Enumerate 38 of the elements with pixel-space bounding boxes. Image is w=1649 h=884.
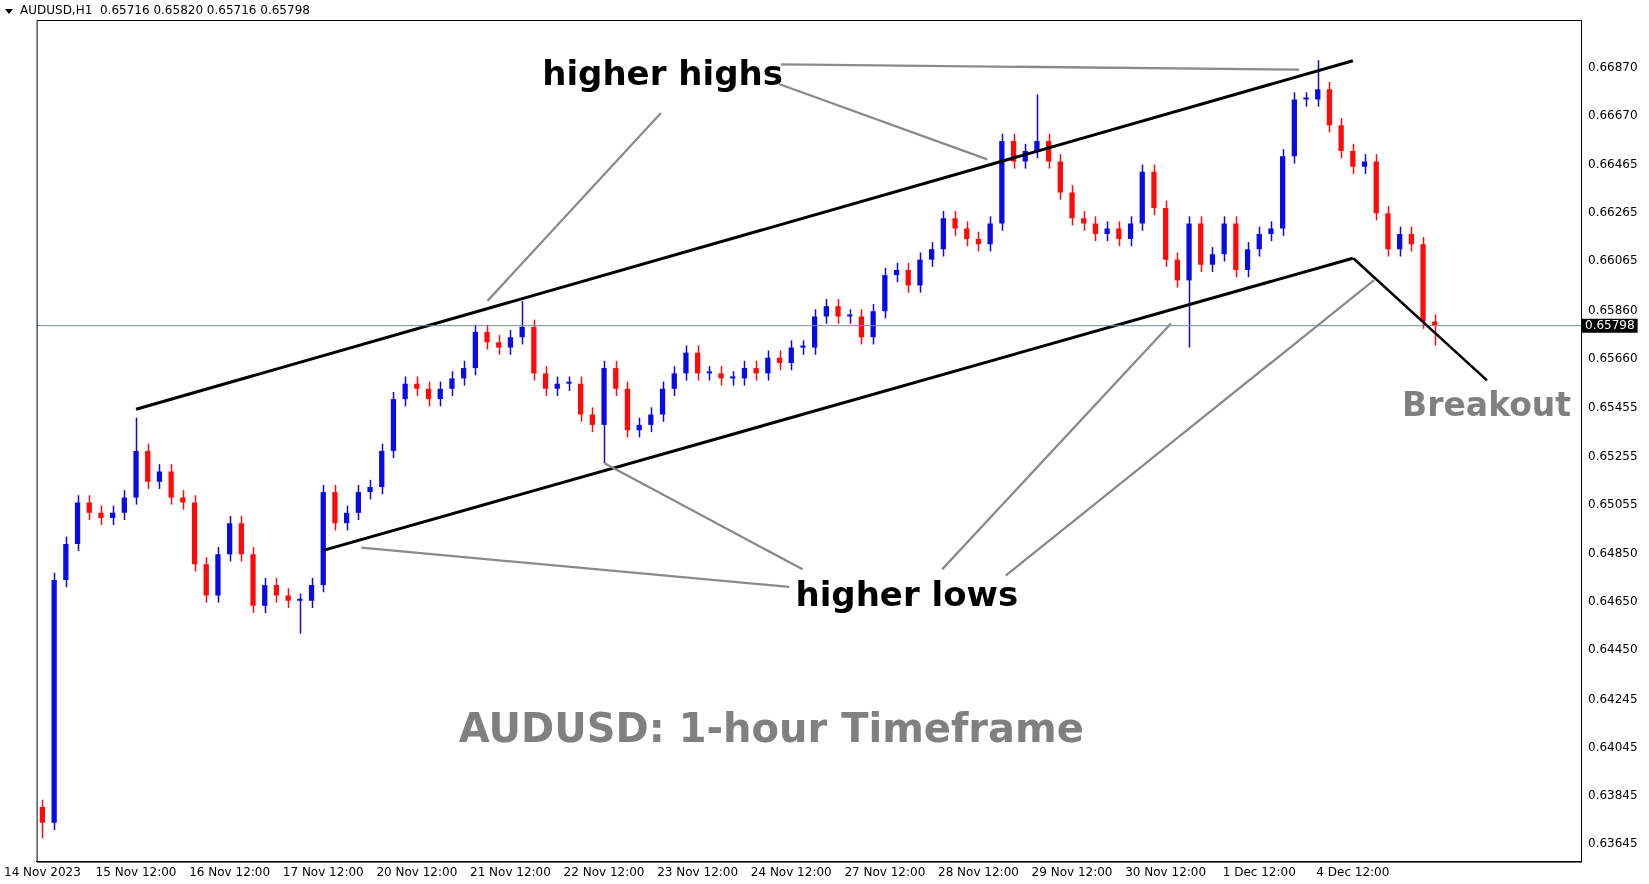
ref-line-label: 0.65798 [1585,317,1635,332]
y-tick-label: 0.63845 [1588,788,1638,803]
y-tick-label: 0.66870 [1588,59,1638,74]
y-tick-label: 0.66465 [1588,157,1638,172]
annotation: higher lows [795,574,1019,615]
x-tick-label: 27 Nov 12:00 [844,864,926,879]
y-tick-label: 0.65660 [1588,351,1638,366]
annotation: Breakout [1402,384,1572,424]
chart-title: AUDUSD,H1 0.65716 0.65820 0.65716 0.65798 [20,3,310,18]
y-tick-label: 0.65055 [1588,496,1638,511]
x-tick-label: 17 Nov 12:00 [282,864,364,879]
x-tick-label: 23 Nov 12:00 [657,864,739,879]
x-tick-label: 1 Dec 12:00 [1222,864,1296,879]
x-tick-label: 22 Nov 12:00 [563,864,645,879]
y-tick-label: 0.65455 [1588,400,1638,415]
annotation: AUDUSD: 1-hour Timeframe [458,704,1084,751]
x-tick-label: 4 Dec 12:00 [1316,864,1390,879]
y-tick-label: 0.66670 [1588,107,1638,122]
x-tick-label: 14 Nov 2023 [4,864,81,879]
y-tick-label: 0.66065 [1588,253,1638,268]
y-tick-label: 0.63645 [1588,836,1638,851]
annotation: higher highs [542,52,783,93]
y-tick-label: 0.65255 [1588,448,1638,463]
y-tick-label: 0.64850 [1588,546,1638,561]
y-tick-label: 0.64450 [1588,642,1638,657]
x-tick-label: 21 Nov 12:00 [469,864,551,879]
x-tick-label: 28 Nov 12:00 [937,864,1019,879]
x-tick-label: 30 Nov 12:00 [1125,864,1207,879]
x-tick-label: 24 Nov 12:00 [750,864,832,879]
x-tick-label: 16 Nov 12:00 [189,864,271,879]
y-tick-label: 0.64245 [1588,691,1638,706]
x-tick-label: 20 Nov 12:00 [376,864,458,879]
y-tick-label: 0.65860 [1588,302,1638,317]
y-tick-label: 0.66265 [1588,205,1638,220]
x-tick-label: 29 Nov 12:00 [1031,864,1113,879]
y-tick-label: 0.64650 [1588,594,1638,609]
y-tick-label: 0.64045 [1588,740,1638,755]
x-tick-label: 15 Nov 12:00 [95,864,177,879]
